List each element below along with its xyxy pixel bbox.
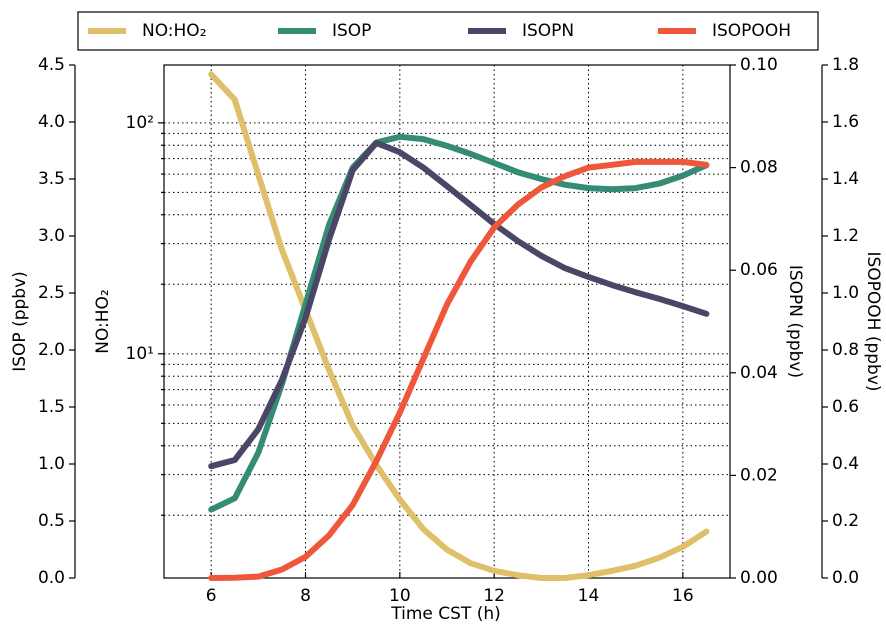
y-tick-label: 2.0 [38,340,65,360]
y-tick-label: 1.0 [38,454,65,474]
legend-label: ISOPOOH [712,21,791,41]
y-tick-label: 0.8 [832,340,859,360]
y-tick-label: 1.8 [832,55,859,75]
y-tick-label: 1.2 [832,226,859,246]
y-tick-label: 1.5 [38,397,65,417]
y-tick-label: 3.5 [38,169,65,189]
y-tick-label: 0.4 [832,454,859,474]
data-line [208,140,710,470]
y-tick-label: 0.02 [740,465,778,485]
y-tick-label: 1.4 [832,169,859,189]
data-line [208,71,710,581]
y-tick-label: 1.6 [832,112,859,132]
data-line [208,158,710,581]
y-tick-label: 0.04 [740,363,778,383]
y-axis-label: ISOPN (ppbv) [785,265,805,378]
legend-label: NO:HO₂ [142,21,207,41]
x-tick-label: 12 [483,586,505,606]
x-axis-label: Time CST (h) [390,604,501,624]
y-tick-label: 4.0 [38,112,65,132]
y-tick-label: 0.2 [832,511,859,531]
y-tick-label: 0.0 [832,568,859,588]
y-tick-label: 0.08 [740,158,778,178]
y-axis-label: ISOPOOH (ppbv) [863,251,883,391]
plot-frame [163,64,731,579]
y-tick-label: 0.6 [832,397,859,417]
y-tick-label: 0.06 [740,260,778,280]
x-tick-label: 14 [578,586,600,606]
y-tick-label: 0.00 [740,568,778,588]
y-tick-label: 0.0 [38,568,65,588]
y-axis-label: ISOP (ppbv) [10,271,30,372]
legend-label: ISOP [332,21,371,41]
y-tick-label: 0.10 [740,55,778,75]
y-tick-label: 10² [126,113,154,133]
x-tick-label: 16 [672,586,694,606]
y-tick-label: 10¹ [126,344,154,364]
x-tick-label: 10 [389,586,411,606]
y-tick-label: 2.5 [38,283,65,303]
y-tick-label: 1.0 [832,283,859,303]
y-tick-label: 3.0 [38,226,65,246]
x-tick-label: 6 [206,586,217,606]
y-tick-label: 0.5 [38,511,65,531]
legend-label: ISOPN [522,21,574,41]
y-tick-label: 4.5 [38,55,65,75]
x-tick-label: 8 [300,586,311,606]
y-axis-label: NO:HO₂ [93,289,113,354]
